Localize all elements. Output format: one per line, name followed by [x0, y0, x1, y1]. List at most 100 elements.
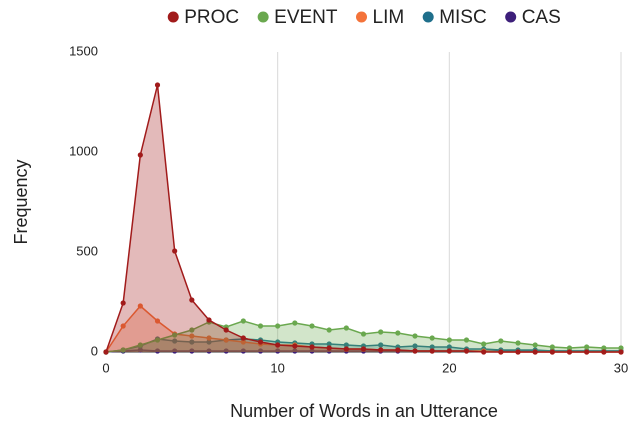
point: [292, 348, 298, 354]
point: [189, 297, 195, 303]
y-tick-label: 500: [76, 243, 98, 258]
area: [106, 85, 621, 352]
point: [240, 339, 246, 345]
area: [106, 306, 621, 352]
legend-item: CAS: [505, 7, 561, 28]
x-tick-label: 30: [614, 360, 628, 375]
x-tick-label: 10: [270, 360, 284, 375]
legend-label: LIM: [373, 7, 405, 28]
point: [378, 342, 384, 348]
point: [343, 346, 349, 352]
point: [206, 339, 212, 345]
legend-label: PROC: [184, 7, 239, 28]
point: [618, 349, 624, 355]
point: [189, 339, 195, 345]
point: [223, 348, 229, 354]
point: [549, 344, 555, 350]
legend-item: LIM: [356, 7, 404, 28]
point: [515, 340, 521, 346]
point: [481, 349, 487, 355]
y-tick-label: 0: [91, 343, 98, 358]
point: [446, 337, 452, 343]
point: [412, 343, 418, 349]
point: [532, 342, 538, 348]
point: [154, 337, 161, 343]
point: [206, 348, 212, 354]
point: [103, 349, 109, 355]
point: [481, 341, 487, 347]
point: [601, 349, 607, 355]
point: [446, 348, 452, 354]
point: [257, 339, 264, 345]
point: [463, 337, 470, 343]
point: [498, 349, 504, 355]
point: [120, 323, 126, 329]
point: [172, 348, 178, 354]
point: [120, 347, 126, 353]
point: [618, 345, 624, 351]
y-axis-title: Frequency: [11, 159, 31, 244]
point: [584, 344, 590, 350]
point: [240, 348, 246, 354]
point: [137, 152, 143, 158]
point: [532, 349, 538, 355]
legend-marker: [257, 11, 269, 23]
point: [395, 330, 401, 336]
point: [189, 327, 195, 333]
point: [154, 82, 161, 88]
point: [137, 347, 143, 353]
point: [240, 335, 246, 341]
point: [326, 345, 332, 351]
legend-marker: [356, 11, 367, 23]
legend-marker: [505, 11, 517, 23]
point: [584, 349, 590, 355]
point: [206, 335, 212, 341]
point: [343, 325, 349, 331]
point: [360, 346, 367, 352]
point: [292, 320, 298, 326]
point: [378, 347, 384, 353]
point: [292, 343, 298, 349]
point: [549, 349, 555, 355]
legend-marker: [422, 11, 434, 23]
point: [463, 348, 470, 354]
legend-label: MISC: [439, 7, 487, 28]
point: [566, 349, 573, 355]
point: [223, 337, 229, 343]
point: [137, 303, 143, 309]
point: [360, 331, 367, 337]
point: [515, 349, 521, 355]
point: [429, 348, 435, 354]
area: [106, 339, 621, 352]
legend-label: EVENT: [274, 7, 338, 28]
point: [275, 342, 281, 348]
point: [309, 344, 315, 350]
point: [257, 348, 264, 354]
x-tick-label: 0: [102, 360, 109, 375]
legend-item: PROC: [167, 7, 239, 28]
point: [275, 348, 281, 354]
y-tick-label: 1500: [69, 43, 98, 58]
point: [154, 318, 161, 324]
point: [172, 248, 178, 254]
point: [343, 342, 349, 348]
point: [429, 344, 435, 350]
point: [309, 348, 315, 354]
y-tick-label: 1000: [69, 143, 98, 158]
point: [412, 348, 418, 354]
legend: PROC EVENT LIM MISC CAS: [167, 7, 561, 28]
legend-item: EVENT: [257, 7, 338, 28]
point: [120, 300, 126, 306]
point: [412, 333, 418, 339]
point: [137, 342, 143, 348]
point: [309, 323, 315, 329]
point: [189, 348, 195, 354]
x-tick-label: 20: [442, 360, 456, 375]
point: [172, 332, 178, 338]
x-axis-title: Number of Words in an Utterance: [230, 401, 498, 421]
point: [326, 327, 332, 333]
point: [257, 323, 264, 329]
point: [275, 323, 281, 329]
point: [223, 327, 229, 333]
point: [206, 317, 212, 323]
